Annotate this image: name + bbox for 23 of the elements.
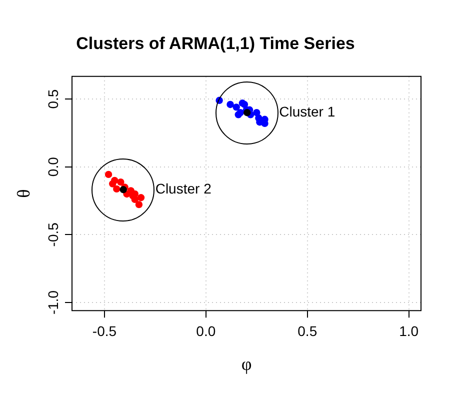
- x-tick-label: 1.0: [399, 322, 419, 339]
- point: [226, 100, 234, 108]
- y-tick-label: 0.0: [44, 156, 61, 177]
- point: [131, 196, 138, 203]
- x-tick-label: 0.0: [196, 322, 216, 339]
- point: [135, 200, 143, 208]
- x-tick-label: -0.5: [92, 322, 117, 339]
- y-tick-label: 0.5: [44, 89, 61, 109]
- x-axis-title: φ: [241, 354, 252, 374]
- y-tick-label: -1.0: [44, 290, 61, 315]
- x-tick-label: 0.5: [298, 322, 318, 339]
- chart-title: Clusters of ARMA(1,1) Time Series: [76, 34, 355, 53]
- point: [117, 178, 124, 186]
- point: [108, 180, 116, 188]
- point: [232, 104, 240, 111]
- y-axis-title: θ: [14, 189, 34, 198]
- annotation: Cluster 2: [155, 180, 212, 196]
- annotation: Cluster 1: [279, 103, 336, 120]
- point: [113, 185, 120, 193]
- point: [104, 170, 112, 178]
- point: [234, 111, 242, 118]
- point: [137, 194, 145, 202]
- y-tick-label: -0.5: [44, 222, 61, 247]
